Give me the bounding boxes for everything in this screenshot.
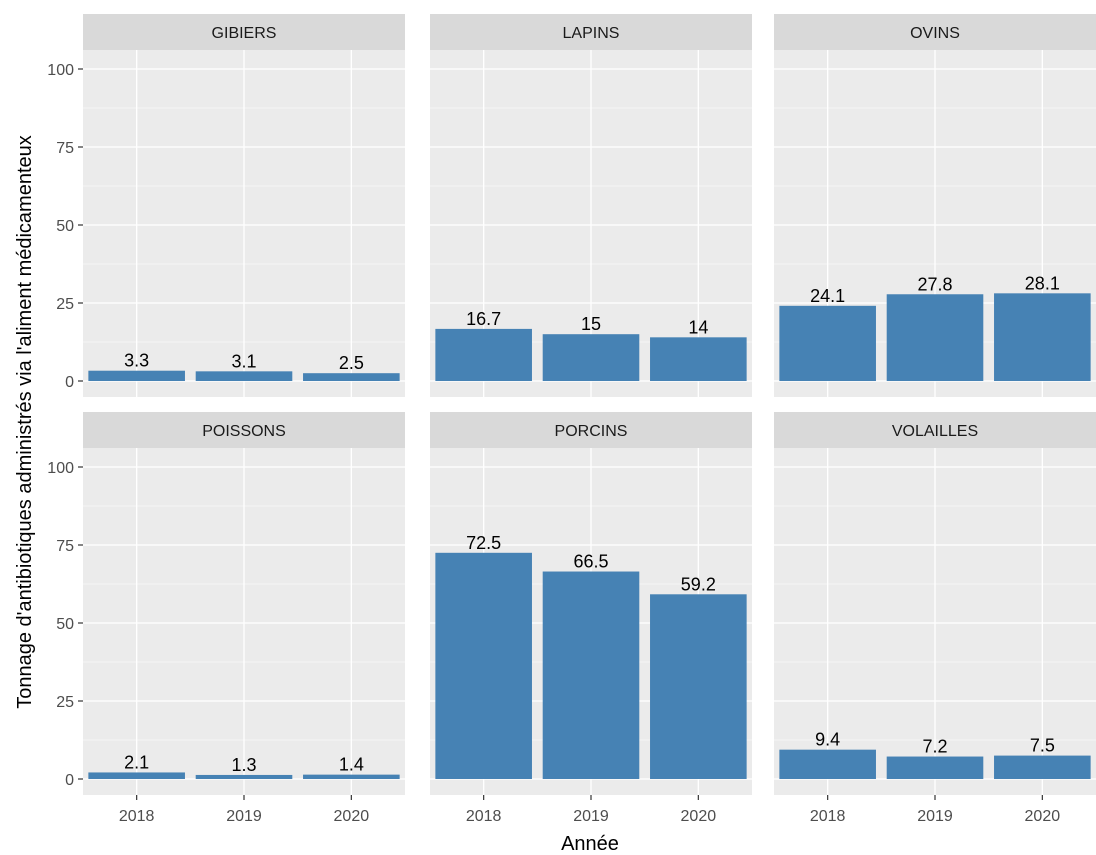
y-tick-label: 25 <box>56 296 74 313</box>
x-tick-label: 2019 <box>573 808 609 825</box>
bar <box>779 305 876 381</box>
y-axis-title: Tonnage d'antibiotiques administrés via … <box>14 135 36 709</box>
bar <box>303 373 400 381</box>
bar <box>886 294 984 381</box>
x-axis-title: Année <box>561 833 619 855</box>
bar-value-label: 2.5 <box>339 353 364 373</box>
x-tick-label: 2020 <box>1025 808 1061 825</box>
bar-value-label: 28.1 <box>1025 273 1060 293</box>
x-tick-label: 2019 <box>226 808 262 825</box>
x-tick-label: 2018 <box>810 808 846 825</box>
y-tick-label: 100 <box>47 62 74 79</box>
bar-value-label: 3.3 <box>124 351 149 371</box>
x-tick-label: 2019 <box>917 808 953 825</box>
y-tick-label: 100 <box>47 460 74 477</box>
bar <box>303 774 400 779</box>
bar <box>542 571 640 779</box>
bar <box>88 370 185 381</box>
bar-value-label: 7.5 <box>1030 736 1055 756</box>
facet-strip <box>430 14 752 50</box>
bar-value-label: 15 <box>581 314 601 334</box>
facet-strip-label: LAPINS <box>563 25 620 42</box>
x-tick-label: 2018 <box>466 808 502 825</box>
facet-strip <box>83 412 405 448</box>
bar-value-label: 2.1 <box>124 752 149 772</box>
y-tick-label: 25 <box>56 694 74 711</box>
bar <box>994 293 1091 381</box>
facet-strip-label: OVINS <box>910 25 960 42</box>
bar-value-label: 7.2 <box>922 737 947 757</box>
bar <box>435 328 532 381</box>
bar <box>886 756 984 779</box>
bar <box>650 337 747 381</box>
bar-value-label: 66.5 <box>573 552 608 572</box>
bar <box>542 334 640 381</box>
bar-value-label: 3.1 <box>231 351 256 371</box>
facet-strip-label: VOLAILLES <box>892 423 978 440</box>
y-tick-label: 0 <box>65 772 74 789</box>
facet-strip-label: GIBIERS <box>212 25 277 42</box>
bar <box>88 772 185 779</box>
y-tick-label: 50 <box>56 616 74 633</box>
y-tick-label: 50 <box>56 218 74 235</box>
bar-value-label: 27.8 <box>917 274 952 294</box>
x-tick-label: 2020 <box>334 808 370 825</box>
bar-value-label: 14 <box>688 317 708 337</box>
bar-value-label: 9.4 <box>815 730 840 750</box>
bar-value-label: 24.1 <box>810 286 845 306</box>
y-tick-label: 75 <box>56 140 74 157</box>
bar-value-label: 1.4 <box>339 755 364 775</box>
bar <box>779 749 876 779</box>
facet-strip-label: PORCINS <box>555 423 628 440</box>
x-tick-label: 2020 <box>681 808 717 825</box>
bar-value-label: 59.2 <box>681 574 716 594</box>
facet-strip <box>83 14 405 50</box>
x-tick-label: 2018 <box>119 808 155 825</box>
y-tick-label: 75 <box>56 538 74 555</box>
facet-strip <box>774 14 1096 50</box>
bar-value-label: 16.7 <box>466 309 501 329</box>
bar-value-label: 1.3 <box>231 755 256 775</box>
bar-value-label: 72.5 <box>466 533 501 553</box>
bar <box>435 552 532 779</box>
bar <box>994 755 1091 779</box>
facet-strip <box>430 412 752 448</box>
facet-strip-label: POISSONS <box>202 423 286 440</box>
y-tick-label: 0 <box>65 374 74 391</box>
bar <box>650 594 747 779</box>
bar <box>195 774 293 779</box>
facet-strip <box>774 412 1096 448</box>
bar <box>195 371 293 381</box>
